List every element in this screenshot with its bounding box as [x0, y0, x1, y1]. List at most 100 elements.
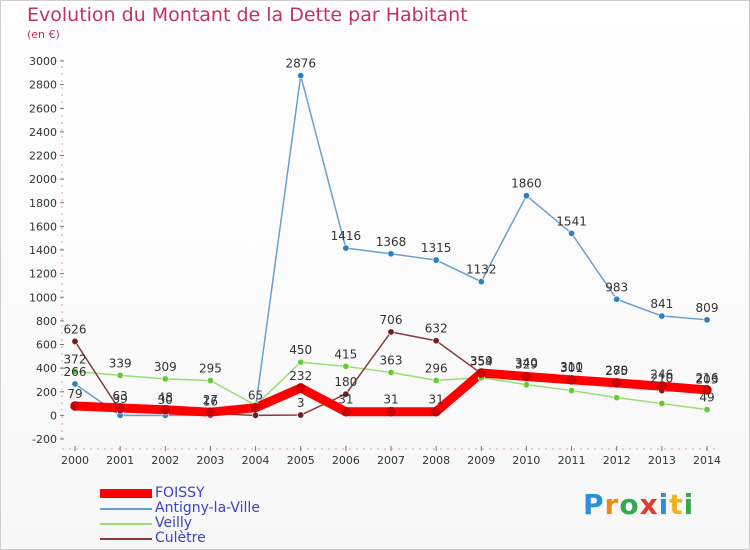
data-label: 339 — [109, 356, 132, 370]
data-point — [71, 380, 79, 388]
x-tick-label: 2013 — [648, 454, 676, 467]
legend-label: Antigny-la-Ville — [155, 500, 260, 516]
data-point — [387, 250, 395, 258]
x-tick-label: 2006 — [332, 454, 360, 467]
data-point — [658, 312, 666, 320]
y-tick-label: 3000 — [29, 55, 57, 68]
legend-label: Veilly — [155, 515, 193, 531]
data-point — [432, 337, 440, 345]
data-label: 372 — [64, 352, 87, 366]
data-label: 203 — [696, 372, 719, 386]
data-label: 301 — [560, 361, 583, 375]
y-tick-label: 1800 — [29, 197, 57, 210]
legend-swatch-culetre — [100, 538, 152, 540]
x-tick-label: 2012 — [603, 454, 631, 467]
data-label: 180 — [334, 375, 357, 389]
data-point — [342, 362, 350, 370]
data-point — [297, 72, 305, 80]
data-point — [568, 229, 576, 237]
series-markers — [70, 72, 712, 419]
data-point — [341, 406, 351, 417]
data-label: 16 — [203, 394, 218, 408]
x-tick-label: 2004 — [242, 454, 270, 467]
data-point — [342, 390, 350, 398]
x-tick-label: 2002 — [151, 454, 179, 467]
data-point — [703, 406, 711, 414]
data-label: 3 — [297, 396, 305, 410]
data-label: 363 — [380, 353, 403, 367]
chart-subtitle: (en €) — [27, 28, 60, 41]
data-label: 275 — [605, 364, 628, 378]
data-label: 216 — [696, 371, 719, 385]
data-label: 65 — [248, 389, 263, 403]
data-point — [613, 394, 621, 402]
data-point — [611, 378, 622, 388]
data-label: 2876 — [285, 57, 316, 71]
data-label: 49 — [699, 391, 714, 405]
axes-group: -200 0 200 400 600 800 1000 1200 1400 1600 1800 200… — [29, 55, 721, 467]
data-label: 809 — [696, 301, 719, 315]
data-point — [477, 278, 485, 286]
data-label: 309 — [154, 360, 177, 374]
y-tick-label: 600 — [36, 339, 57, 352]
data-point — [386, 406, 396, 417]
data-point — [658, 400, 666, 408]
data-label: 280 — [605, 363, 628, 377]
x-tick-label: 2005 — [287, 454, 315, 467]
y-tick-label: 200 — [36, 386, 57, 399]
y-tick-label: 2600 — [29, 102, 57, 115]
y-tick-label: 2000 — [29, 173, 57, 186]
logo-letter: i — [658, 488, 670, 521]
data-point — [703, 316, 711, 324]
y-tick-label: 1400 — [29, 244, 57, 257]
data-label: 246 — [650, 367, 673, 381]
data-label: 310 — [560, 360, 583, 374]
data-label: 1368 — [376, 235, 407, 249]
x-tick-label: 2001 — [106, 454, 134, 467]
data-point — [252, 411, 260, 419]
y-tick-label: -200 — [32, 433, 57, 446]
data-label: 31 — [429, 393, 444, 407]
x-tick-label: 2007 — [377, 454, 405, 467]
data-point — [432, 376, 440, 384]
data-point — [387, 368, 395, 376]
logo-letter: t — [669, 488, 684, 521]
data-label: 210 — [650, 372, 673, 386]
data-point — [295, 383, 306, 393]
x-tick-label: 2014 — [693, 454, 721, 467]
line-chart: -200 0 200 400 600 800 1000 1200 1400 1600 1800 200… — [29, 55, 721, 467]
data-label: 354 — [470, 355, 493, 369]
x-tick-label: 2010 — [512, 454, 540, 467]
y-tick-label: 400 — [36, 362, 57, 375]
data-label: 1860 — [511, 177, 542, 191]
y-tick-label: 0 — [50, 409, 57, 422]
y-tick-label: 1000 — [29, 291, 57, 304]
data-label: 295 — [199, 362, 222, 376]
data-label: 329 — [515, 358, 538, 372]
data-point — [432, 256, 440, 264]
y-tick-label: 2800 — [29, 79, 57, 92]
data-label: 30 — [158, 393, 173, 407]
data-label: 340 — [515, 356, 538, 370]
logo-letter: P — [583, 488, 605, 521]
legend-swatch-foissy — [100, 489, 152, 498]
data-label: 632 — [425, 322, 448, 336]
x-tick-label: 2003 — [196, 454, 224, 467]
data-point — [476, 368, 487, 378]
data-point — [206, 377, 214, 385]
data-label: 79 — [67, 387, 82, 401]
data-label: 296 — [425, 361, 448, 375]
data-point — [657, 381, 667, 392]
data-point — [522, 381, 530, 389]
data-point — [71, 367, 79, 375]
y-tick-label: 2200 — [29, 150, 57, 163]
x-tick-label: 2011 — [558, 454, 586, 467]
data-label: 48 — [158, 391, 173, 405]
data-label: 1541 — [556, 214, 587, 228]
data-point — [115, 403, 125, 413]
data-label: 359 — [470, 354, 493, 368]
data-label: 841 — [650, 297, 673, 311]
data-label: 706 — [380, 313, 403, 327]
data-point — [297, 411, 305, 419]
